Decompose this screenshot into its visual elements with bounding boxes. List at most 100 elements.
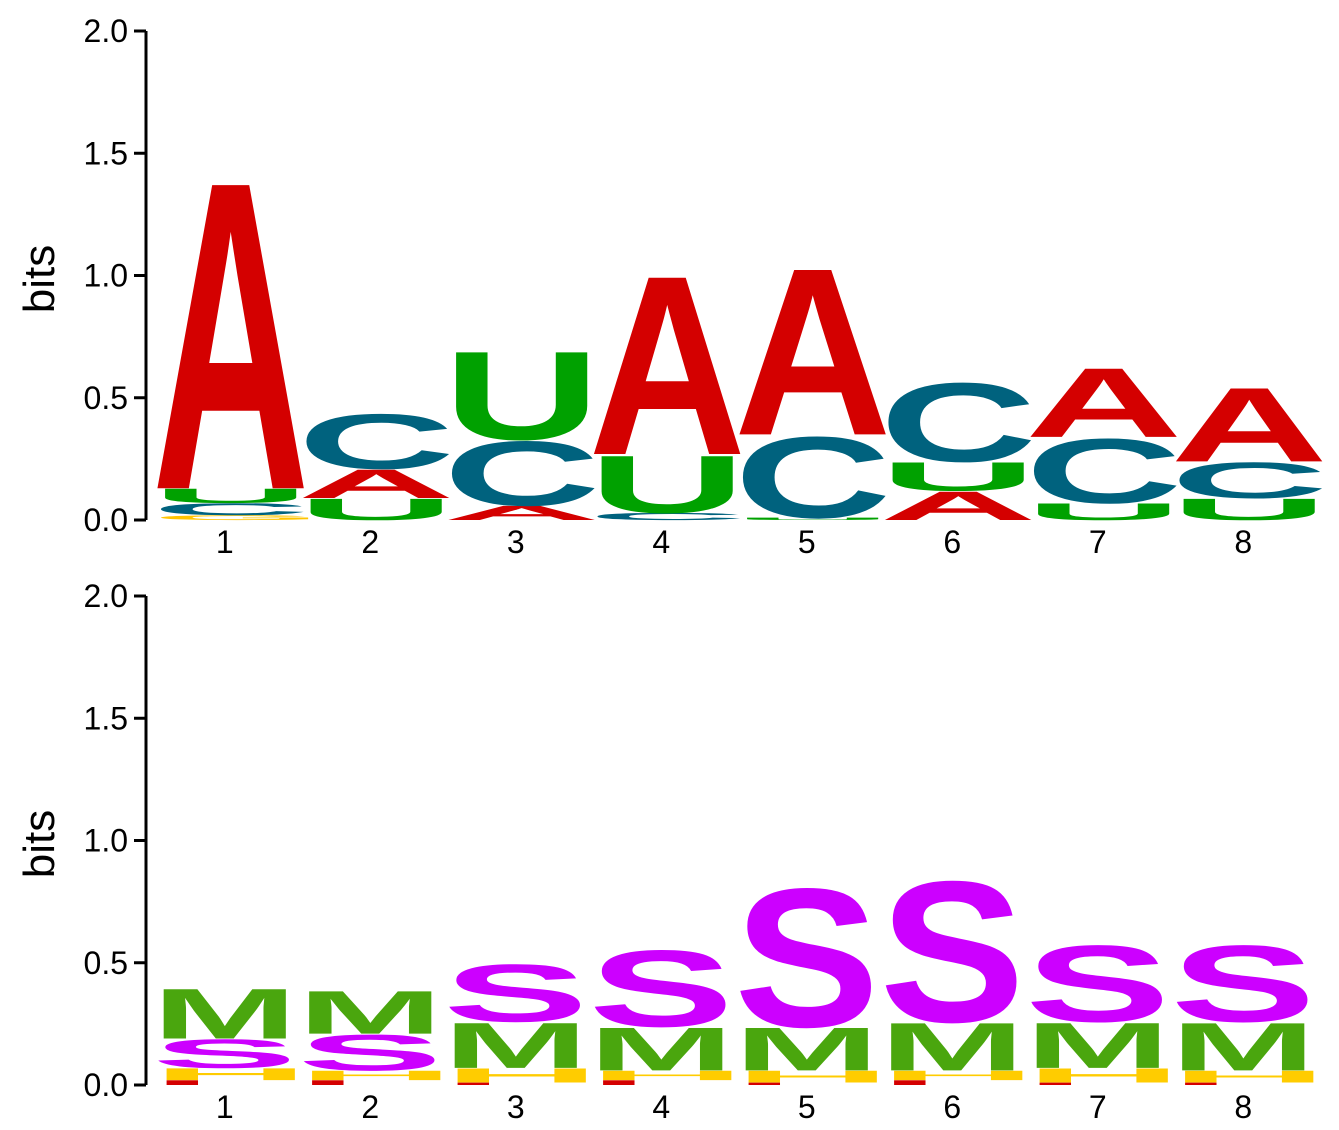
- logo-letter-A: A: [734, 219, 892, 485]
- x-tick-label: 6: [943, 524, 961, 560]
- logo-letter-G: G: [152, 514, 322, 522]
- logo-letter-C: C: [589, 511, 747, 522]
- y-axis-label: bits: [15, 245, 64, 313]
- x-tick-label: 2: [361, 1089, 379, 1125]
- logo-letter-A: A: [1025, 347, 1183, 457]
- x-tick-label: 5: [798, 1089, 816, 1125]
- logo-letter-H: H: [589, 1068, 747, 1083]
- x-tick-label: 5: [798, 524, 816, 560]
- logo-letter-A: A: [880, 483, 1038, 529]
- y-tick-label: 1.5: [84, 135, 128, 171]
- logo-letter-U: U: [298, 492, 456, 526]
- logo-letter-H: H: [1171, 1067, 1329, 1086]
- y-tick-label: 1.5: [84, 700, 128, 736]
- logo-letter-M: M: [1025, 1009, 1170, 1081]
- logo-letter-U: U: [589, 439, 747, 531]
- y-tick-label: 0.0: [84, 1067, 128, 1103]
- x-tick-label: 2: [361, 524, 379, 560]
- logo-column-2: UAC: [298, 398, 456, 527]
- logo-letter-I: I: [1025, 1082, 1086, 1086]
- logo-letter-M: M: [1171, 1009, 1316, 1085]
- x-tick-label: 8: [1234, 524, 1252, 560]
- logo-letter-H: H: [152, 1065, 310, 1084]
- y-tick-label: 1.0: [84, 823, 128, 859]
- x-tick-label: 7: [1089, 1089, 1107, 1125]
- logo-letter-U: U: [734, 517, 892, 521]
- y-tick-label: 0.0: [84, 502, 128, 538]
- logo-letter-C: C: [1025, 420, 1183, 523]
- logo-letter-S: S: [734, 848, 880, 1069]
- logo-letter-M: M: [734, 1014, 879, 1083]
- logo-letter-U: U: [443, 325, 601, 466]
- logo-letter-I: I: [298, 1079, 359, 1087]
- y-tick-label: 0.5: [84, 380, 128, 416]
- logo-column-3: ACU: [443, 325, 601, 525]
- logo-letter-C: C: [443, 422, 601, 525]
- logo-column-4: CUA: [589, 224, 747, 530]
- logo-letter-M: M: [298, 978, 443, 1047]
- logo-letter-S: S: [880, 840, 1026, 1065]
- logo-letter-I: I: [589, 1079, 650, 1087]
- logo-letter-A: A: [298, 461, 456, 507]
- logo-column-5: UCA: [734, 219, 892, 543]
- logo-letter-I: I: [880, 1079, 941, 1087]
- logo-letter-C: C: [152, 500, 310, 519]
- x-tick-label: 7: [1089, 524, 1107, 560]
- logo-letter-S: S: [298, 1024, 444, 1081]
- x-tick-label: 8: [1234, 1089, 1252, 1125]
- logo-letter-C: C: [880, 359, 1038, 485]
- logo-letter-S: S: [152, 1031, 298, 1077]
- logo-letter-A: A: [1171, 366, 1329, 484]
- logo-letter-I: I: [1171, 1082, 1232, 1086]
- y-tick-label: 0.5: [84, 945, 128, 981]
- logo-letter-U: U: [152, 484, 310, 507]
- logo-letter-I: I: [734, 1082, 795, 1086]
- x-tick-label: 6: [943, 1089, 961, 1125]
- logo-letter-C: C: [298, 398, 456, 486]
- logo-column-8: UCA: [1171, 366, 1329, 526]
- logo-letter-C: C: [734, 413, 892, 543]
- logo-letter-H: H: [298, 1068, 456, 1083]
- logo-letter-U: U: [1171, 492, 1329, 526]
- y-tick-label: 2.0: [84, 13, 128, 49]
- logo-letter-H: H: [1025, 1064, 1183, 1087]
- logo-letter-I: I: [152, 1079, 213, 1087]
- logo-column-6: AUC: [880, 359, 1038, 528]
- x-tick-label: 3: [507, 1089, 525, 1125]
- logo-letter-S: S: [443, 947, 589, 1039]
- logo-letter-A: A: [443, 501, 601, 524]
- y-axis-label: bits: [15, 810, 64, 878]
- logo-column-7: UCA: [1025, 347, 1183, 525]
- logo-letter-H: H: [880, 1068, 1038, 1083]
- x-tick-label: 1: [216, 524, 234, 560]
- x-tick-label: 1: [216, 1089, 234, 1125]
- x-tick-label: 4: [652, 1089, 670, 1125]
- logo-letter-H: H: [734, 1067, 892, 1086]
- y-tick-label: 2.0: [84, 578, 128, 614]
- logo-letter-C: C: [1171, 452, 1329, 509]
- logo-letter-S: S: [1025, 923, 1170, 1045]
- x-tick-label: 4: [652, 524, 670, 560]
- logo-letter-I: I: [443, 1082, 504, 1086]
- logo-letter-M: M: [152, 974, 298, 1054]
- logo-letter-A: A: [152, 89, 310, 582]
- logo-letter-U: U: [880, 454, 1038, 500]
- logo-letter-M: M: [589, 1014, 734, 1083]
- logo-letter-U: U: [1025, 498, 1183, 525]
- logo-letter-H: H: [443, 1064, 601, 1087]
- logo-letter-M: M: [880, 1009, 1025, 1085]
- y-tick-label: 1.0: [84, 258, 128, 294]
- logo-letter-S: S: [589, 928, 734, 1050]
- x-tick-label: 3: [507, 524, 525, 560]
